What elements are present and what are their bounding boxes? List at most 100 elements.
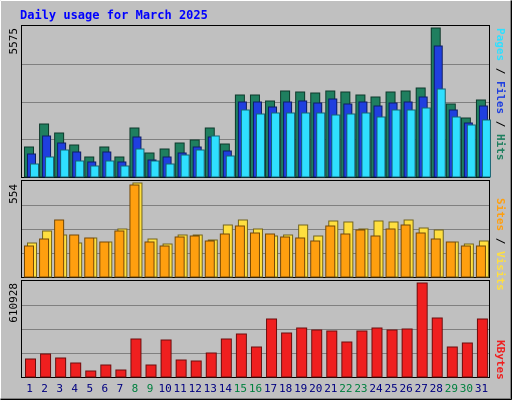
- bar-kbytes-day-2: [40, 353, 52, 378]
- bar-pages-day-16: [255, 113, 265, 178]
- bar-sites-day-10: [159, 245, 170, 278]
- bar-kbytes-day-20: [311, 329, 323, 378]
- bar-sites-day-18: [280, 236, 291, 278]
- day-label-8: 8: [132, 382, 139, 395]
- day-label-17: 17: [264, 382, 277, 395]
- bar-sites-day-5: [84, 237, 95, 278]
- bar-sites-day-24: [370, 235, 381, 278]
- bar-pages-day-15: [240, 109, 250, 178]
- chart-title: Daily usage for March 2025: [20, 8, 208, 22]
- bar-kbytes-day-23: [356, 330, 368, 378]
- day-label-16: 16: [249, 382, 262, 395]
- bar-pages-day-3: [60, 149, 70, 178]
- bar-pages-day-17: [271, 112, 281, 178]
- day-label-3: 3: [56, 382, 63, 395]
- bar-sites-day-19: [295, 237, 306, 278]
- bar-kbytes-day-6: [100, 364, 112, 378]
- bar-sites-day-20: [310, 240, 321, 278]
- bar-kbytes-day-28: [431, 317, 443, 378]
- bar-sites-day-31: [475, 245, 486, 278]
- bar-pages-day-6: [105, 160, 115, 178]
- bar-pages-day-7: [120, 165, 130, 178]
- legend-pages-files-hits: Pages / Files / Hits: [494, 28, 507, 161]
- bar-kbytes-day-19: [296, 327, 308, 378]
- bar-kbytes-day-18: [281, 332, 293, 378]
- bar-kbytes-day-7: [115, 369, 127, 378]
- bar-sites-day-21: [325, 225, 336, 278]
- day-label-23: 23: [354, 382, 367, 395]
- bar-pages-day-21: [331, 114, 341, 178]
- bar-kbytes-day-30: [461, 342, 473, 378]
- bar-sites-day-4: [69, 234, 80, 278]
- panel-kbytes-plot: [22, 282, 489, 378]
- bar-pages-day-10: [165, 163, 175, 178]
- day-label-10: 10: [158, 382, 171, 395]
- bar-kbytes-day-3: [55, 357, 67, 378]
- bar-kbytes-day-11: [175, 359, 187, 378]
- bar-kbytes-day-10: [160, 339, 172, 378]
- legend-segment: /: [494, 114, 507, 134]
- bar-pages-day-30: [466, 124, 476, 178]
- bar-kbytes-day-22: [341, 341, 353, 378]
- day-label-29: 29: [445, 382, 458, 395]
- day-label-25: 25: [384, 382, 397, 395]
- bar-pages-day-24: [376, 116, 386, 178]
- day-label-18: 18: [279, 382, 292, 395]
- day-label-13: 13: [204, 382, 217, 395]
- bar-pages-day-4: [75, 160, 85, 178]
- day-label-2: 2: [41, 382, 48, 395]
- day-label-15: 15: [234, 382, 247, 395]
- bar-sites-day-9: [144, 241, 155, 278]
- bar-sites-day-14: [219, 233, 230, 278]
- legend-segment: /: [494, 61, 507, 81]
- bar-sites-day-22: [340, 233, 351, 278]
- bar-sites-day-25: [385, 228, 396, 278]
- bar-sites-day-26: [400, 224, 411, 278]
- bar-kbytes-day-31: [476, 318, 488, 378]
- bar-kbytes-day-14: [220, 338, 232, 378]
- legend-segment: KBytes: [494, 340, 507, 380]
- panel-hits-max-label: 5575: [7, 28, 20, 55]
- day-label-22: 22: [339, 382, 352, 395]
- bar-kbytes-day-25: [386, 329, 398, 378]
- bar-pages-day-20: [316, 112, 326, 178]
- bar-pages-day-27: [421, 107, 431, 178]
- bar-pages-day-26: [406, 109, 416, 178]
- bar-sites-day-2: [39, 238, 50, 278]
- bar-kbytes-day-15: [235, 333, 247, 378]
- legend-sites-visits: Sites / Visits: [494, 198, 507, 291]
- day-label-1: 1: [26, 382, 33, 395]
- bar-pages-day-1: [30, 163, 39, 178]
- day-label-4: 4: [71, 382, 78, 395]
- bar-pages-day-14: [225, 155, 235, 178]
- panel-hits-plot: [22, 27, 491, 178]
- bar-sites-day-1: [24, 245, 34, 278]
- panel-kbytes: 610928 KBytes: [7, 280, 507, 380]
- day-label-14: 14: [219, 382, 233, 395]
- day-label-19: 19: [294, 382, 307, 395]
- day-label-30: 30: [460, 382, 473, 395]
- bar-pages-day-8: [135, 148, 145, 178]
- day-label-31: 31: [475, 382, 488, 395]
- legend-segment: Hits: [494, 134, 507, 161]
- bar-pages-day-29: [451, 116, 461, 178]
- bar-pages-day-19: [301, 112, 311, 178]
- panel-visits-plot: [22, 182, 489, 278]
- bar-kbytes-day-24: [371, 327, 383, 378]
- bar-sites-day-28: [430, 238, 441, 278]
- panel-visits: 554 Sites / Visits: [7, 180, 507, 291]
- day-label-27: 27: [415, 382, 428, 395]
- bar-kbytes-day-29: [446, 346, 458, 378]
- day-label-28: 28: [430, 382, 443, 395]
- bar-pages-day-28: [436, 88, 446, 178]
- bar-kbytes-day-27: [416, 282, 428, 378]
- legend-segment: Files: [494, 81, 507, 114]
- bar-sites-day-29: [445, 241, 456, 278]
- legend-kbytes: KBytes: [494, 340, 507, 380]
- bar-sites-day-17: [265, 233, 276, 278]
- bar-sites-day-15: [234, 225, 245, 278]
- day-label-5: 5: [86, 382, 93, 395]
- panel-visits-max-label: 554: [7, 184, 20, 204]
- bar-sites-day-7: [114, 230, 125, 278]
- legend-segment: /: [494, 231, 507, 251]
